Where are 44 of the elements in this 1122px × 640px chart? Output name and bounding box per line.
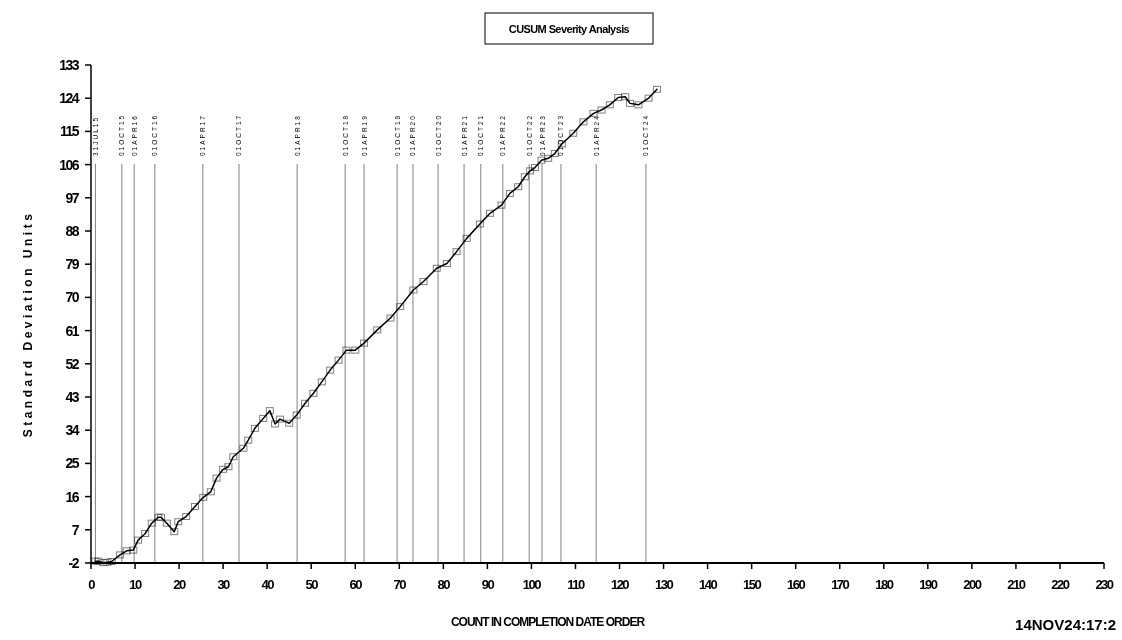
text: 14NOV24:17:2: [1015, 616, 1116, 633]
x-tick-label: 180: [875, 577, 894, 592]
y-tick-label: -2: [68, 555, 80, 571]
x-tick-label: 100: [522, 577, 542, 592]
y-tick-label: 61: [65, 322, 80, 339]
x-tick-label: 70: [393, 577, 407, 592]
y-tick-label: 52: [65, 355, 80, 372]
x-tick-label: 150: [743, 577, 762, 592]
y-tick-label: 25: [65, 455, 80, 472]
x-tick-label: 0: [88, 577, 96, 592]
x-tick-label: 10: [129, 577, 143, 592]
x-tick-label: 170: [831, 577, 850, 592]
y-tick-label: 124: [59, 90, 80, 107]
x-tick-label: 40: [261, 577, 275, 592]
y-tick-label: 97: [65, 189, 80, 206]
y-tick-label: 106: [59, 156, 80, 173]
y-tick-label: 16: [65, 488, 80, 505]
x-tick-label: 140: [699, 577, 718, 592]
x-tick-label: 120: [610, 577, 630, 592]
x-tick-label: 200: [963, 577, 982, 592]
x-tick-label: 230: [1095, 577, 1114, 592]
x-tick-label: 110: [567, 577, 585, 592]
x-tick-label: 80: [437, 577, 451, 592]
y-tick-label: 70: [65, 289, 80, 306]
x-tick-label: 90: [481, 577, 495, 592]
x-tick-label: 210: [1007, 577, 1026, 592]
chart-title: CUSUM Severity Analysis: [508, 23, 630, 35]
x-tick-label: 190: [919, 577, 938, 592]
x-tick-label: 30: [217, 577, 231, 592]
x-axis-title: COUNT IN COMPLETION DATE ORDER: [450, 615, 646, 629]
y-tick-label: 133: [59, 57, 80, 73]
y-tick-label: 79: [65, 256, 80, 273]
y-tick-label: 43: [65, 389, 80, 405]
x-tick-label: 220: [1051, 577, 1070, 592]
y-tick-label: 88: [65, 223, 80, 239]
x-tick-label: 20: [173, 577, 187, 592]
y-tick-label: 34: [65, 422, 80, 439]
y-tick-label: 115: [59, 123, 80, 140]
x-tick-label: 60: [349, 577, 363, 592]
x-tick-label: 160: [787, 577, 806, 592]
y-tick-label: 7: [71, 521, 80, 538]
y-axis-title: Standard Deviation Units: [21, 210, 35, 438]
x-tick-label: 50: [305, 577, 319, 592]
x-tick-label: 130: [654, 577, 674, 592]
